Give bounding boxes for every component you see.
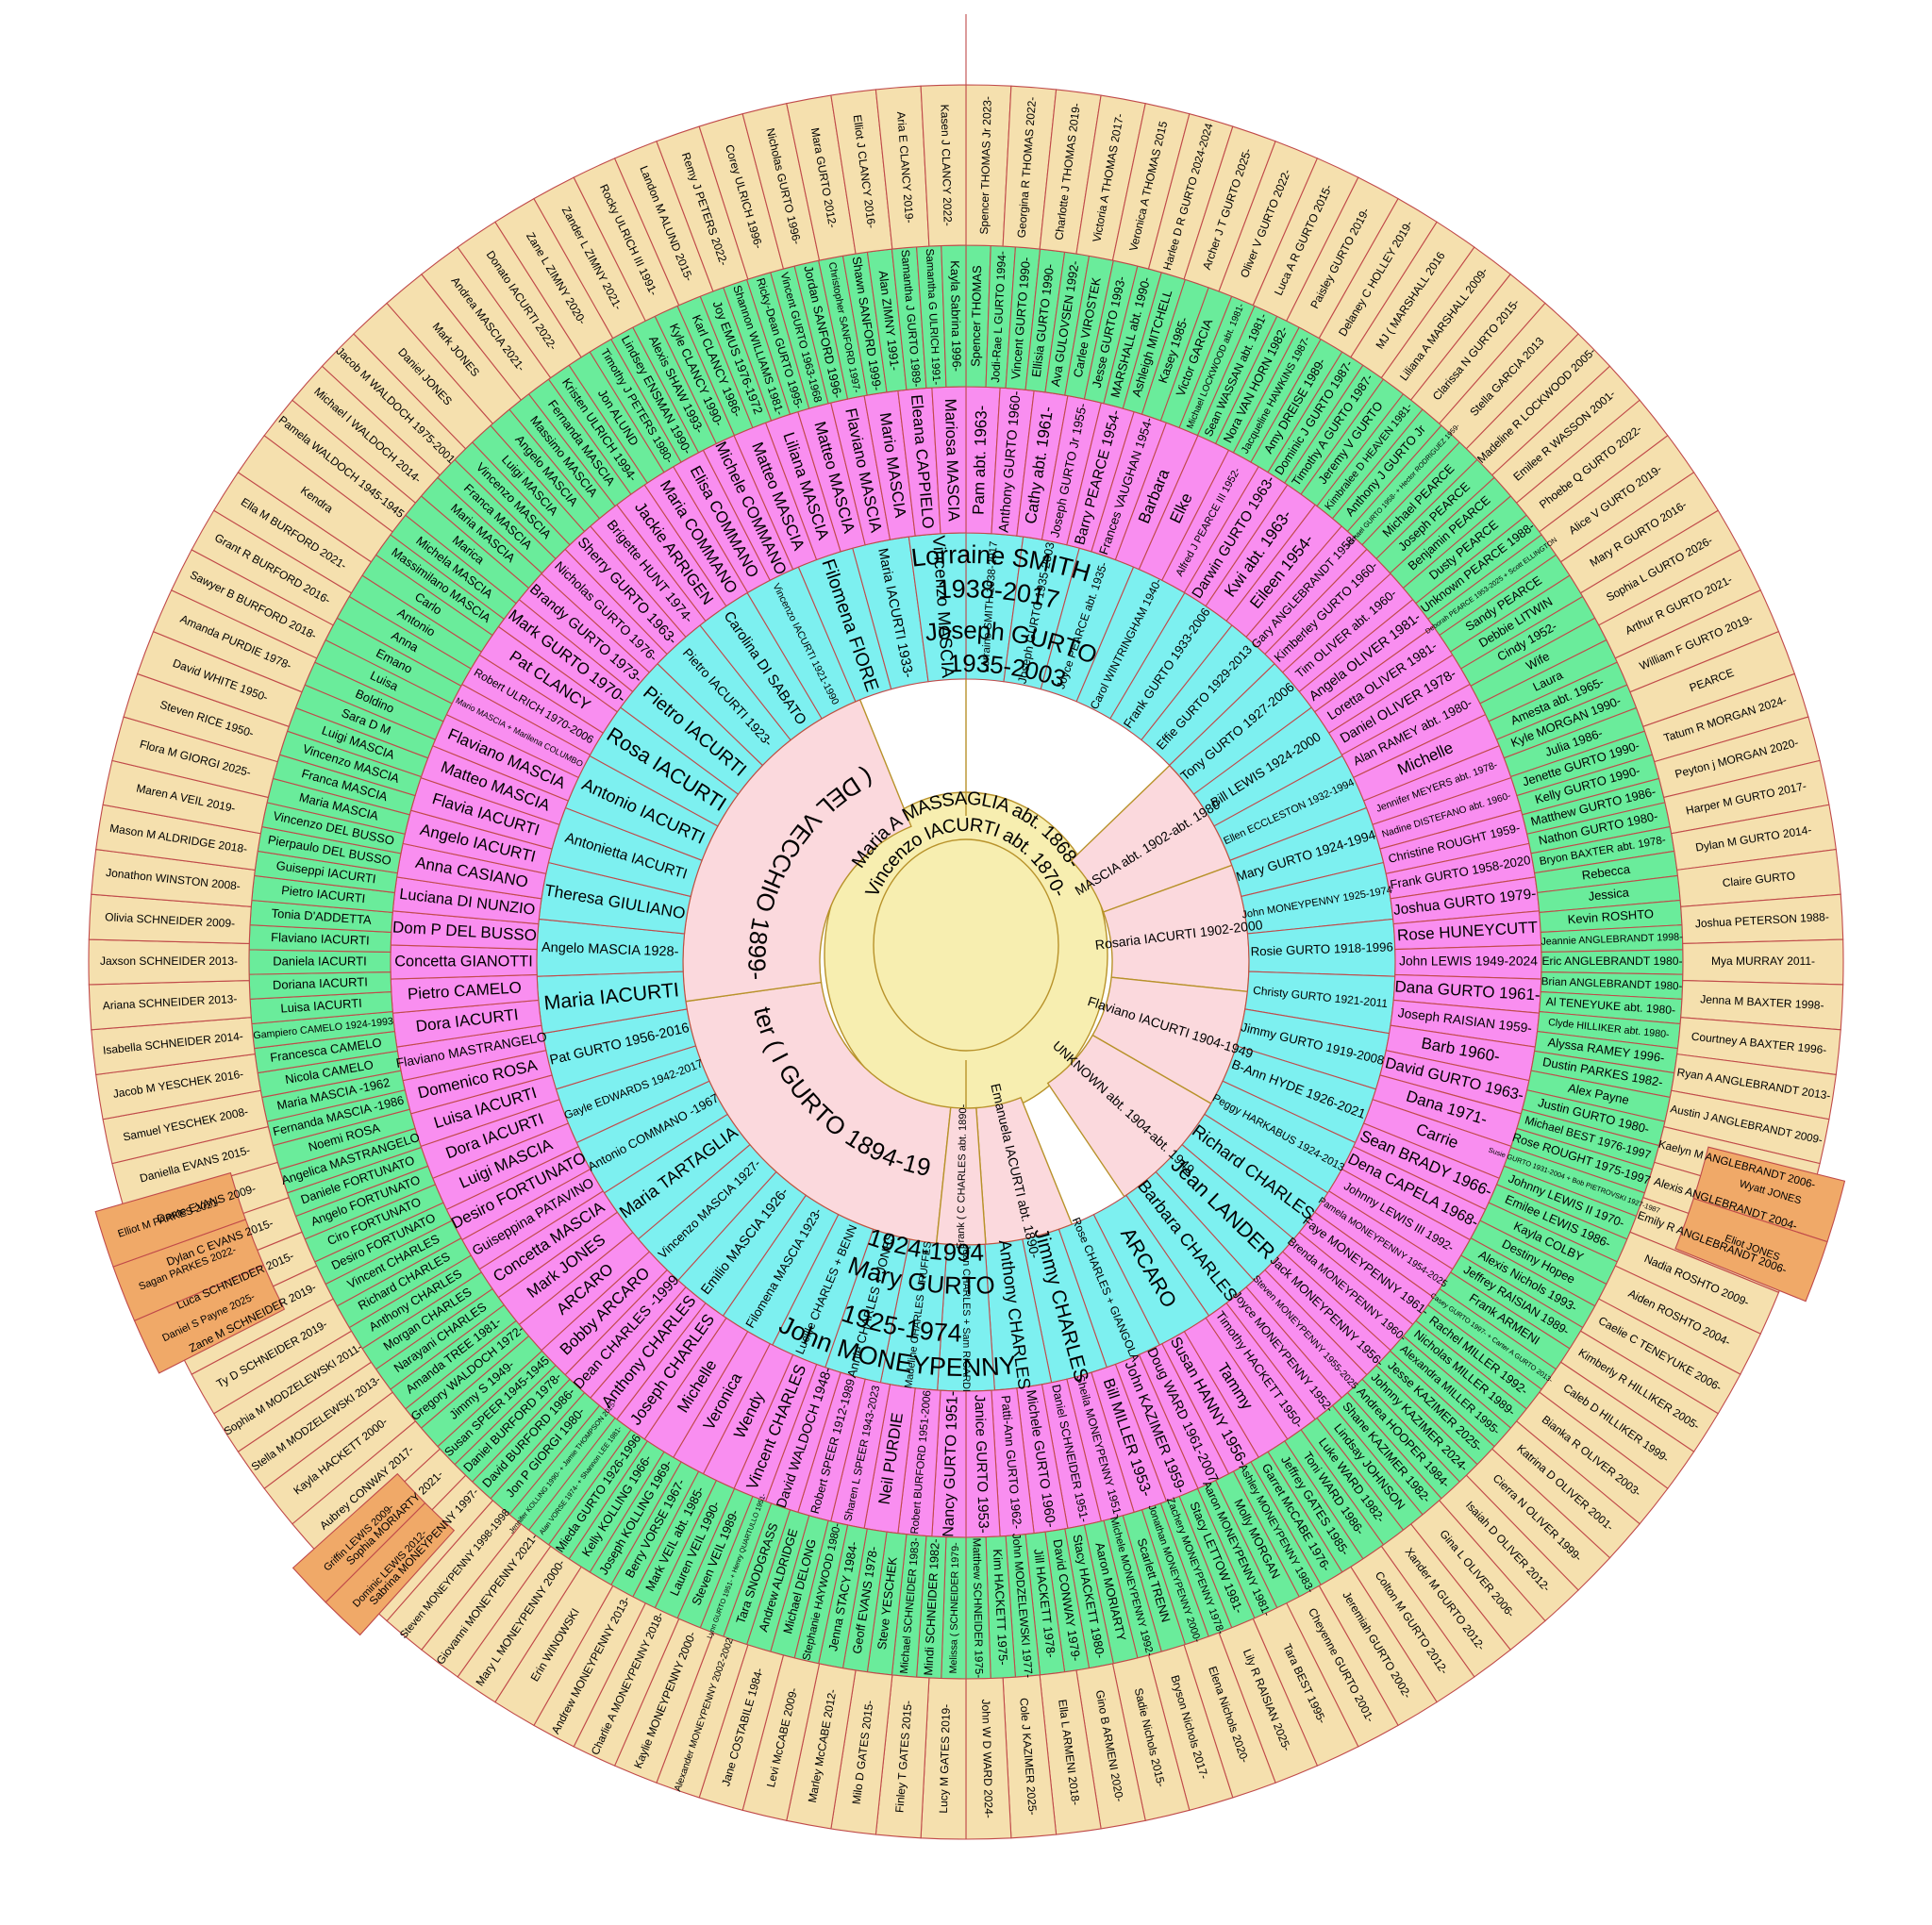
gen6-segment[interactable] xyxy=(291,1472,426,1603)
fan-label: Kevin ROSHTO xyxy=(1567,906,1654,926)
gen5-segment[interactable] xyxy=(920,84,967,247)
fan-label: Rebecca xyxy=(1581,862,1632,883)
chart-segments xyxy=(88,14,1846,1840)
fan-label: Flaviano IACURTI xyxy=(271,930,370,948)
fan-label: Melissa ( SCHNEIDER 1979- xyxy=(948,1542,961,1674)
fan-label: Mariosa MASCIA xyxy=(941,398,963,523)
center-inner-ellipse xyxy=(873,838,1059,1052)
fan-label: Jaxson SCHNEIDER 2013- xyxy=(100,954,238,968)
fan-label: Matthew SCHNEIDER 1975- xyxy=(970,1537,985,1678)
fan-label: Jean CHARLES + Sam RICARDI xyxy=(960,1244,972,1392)
gen6-segment[interactable] xyxy=(1674,1197,1828,1303)
fan-label: Nancy GURTO 1951- xyxy=(940,1391,961,1537)
fan-label: Spencer THOMAS xyxy=(968,265,984,367)
fan-label: Kasen J CLANCY 2022- xyxy=(938,105,954,227)
fan-label: Kim HACKETT 1975- xyxy=(991,1549,1010,1666)
fan-label: Lucy M GATES 2019- xyxy=(937,1704,953,1814)
fan-label: Mya MURRAY 2011- xyxy=(1711,954,1815,968)
fan-label: John LEWIS 1949-2024 xyxy=(1399,954,1538,969)
fan-label: Spencer THOMAS Jr 2023- xyxy=(977,96,994,235)
fan-label: Kayla Sabrina 1996- xyxy=(948,260,964,372)
fan-label: Luisa IACURTI xyxy=(280,996,362,1016)
fan-label: Jenna M BAXTER 1998- xyxy=(1700,992,1824,1012)
gen6-segment[interactable] xyxy=(94,1171,247,1268)
fan-label: Angelo MASCIA 1928- xyxy=(541,940,679,960)
fan-label: Frank ( C CHARLES abt. 1890- xyxy=(956,1104,970,1249)
fan-label: Eric ANGLEBRANDT 1980- xyxy=(1541,954,1682,968)
fan-label: Tonia D'ADDETTA xyxy=(271,906,372,927)
fan-label: Mindi SCHNEIDER 1982- xyxy=(921,1538,941,1676)
fan-label: Brian ANGLEBRANDT 1980- xyxy=(1541,975,1683,992)
fan-label: Jeannie ANGLEBRANDT 1998- xyxy=(1541,932,1683,948)
fan-label: Rosie GURTO 1918-1996 xyxy=(1251,939,1393,958)
fan-label: Daniela IACURTI xyxy=(273,954,366,968)
fan-label: Janice GURTO 1953- xyxy=(972,1394,991,1534)
fan-label: Doriana IACURTI xyxy=(273,974,368,991)
fan-label: Jessica xyxy=(1588,885,1630,903)
fan-label: Concetta GIANOTTI xyxy=(394,953,532,970)
fan-label: Pam abt. 1963- xyxy=(970,405,991,515)
fan-label: John W D WARD 2024- xyxy=(979,1699,995,1818)
